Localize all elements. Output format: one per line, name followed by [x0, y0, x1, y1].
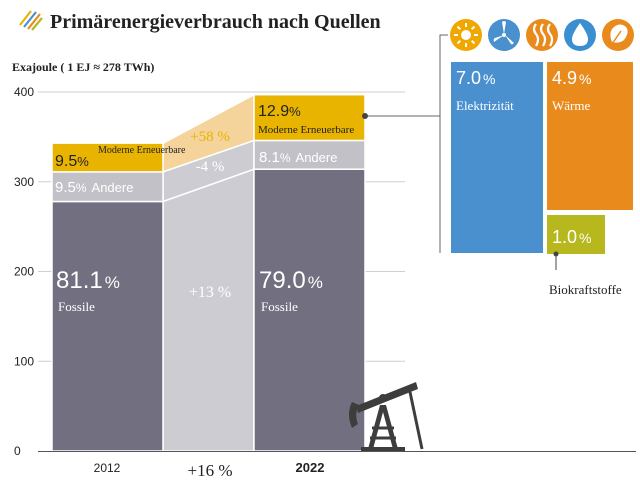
y-axis-ticks: 0 100 200 300 400: [14, 85, 34, 458]
label-2022-fossil-name: Fossile: [261, 299, 298, 314]
wind-icon: [488, 19, 520, 51]
water-drop-icon: [564, 19, 596, 51]
bar-2012-other: [51, 171, 164, 203]
tile-heat: [547, 62, 633, 210]
heat-icon: [526, 19, 558, 51]
change-labels: +58 % -4 % +13 % +16 %: [188, 129, 233, 480]
sun-icon: [450, 19, 482, 51]
breakdown-pointer-dot: [362, 113, 368, 119]
y-tick-label: 400: [14, 85, 34, 99]
label-2012-renewable-pct: 9.5%: [55, 153, 89, 170]
label-2022-other: 8.1% Andere: [259, 149, 337, 166]
tile-biofuel-name: Biokraftstoffe: [549, 282, 622, 297]
bar-2012-renewable: [51, 142, 164, 173]
y-tick-label: 200: [14, 265, 34, 279]
bar-2022-fossil: [253, 168, 366, 452]
labels-2022: 12.9% Moderne Erneuerbare 8.1% Andere 79.…: [258, 103, 354, 314]
y-tick-label: 0: [14, 444, 21, 458]
logo-stripes-icon: [19, 10, 43, 31]
change-total: +16 %: [188, 461, 233, 480]
y-axis-label: Exajoule ( 1 EJ ≈ 278 TWh): [12, 60, 154, 74]
label-2012-other: 9.5% Andere: [55, 179, 133, 196]
y-tick-label: 100: [14, 354, 34, 368]
x-tick-2022: 2022: [296, 460, 325, 475]
bars: [51, 93, 366, 452]
tile-heat-name: Wärme: [552, 98, 590, 113]
oil-pump-icon: [349, 382, 424, 451]
leaf-icon: [602, 19, 634, 51]
renewable-type-icons: [450, 19, 634, 51]
renewables-breakdown: 7.0% Elektrizität 4.9% Wärme 1.0% Biokra…: [362, 34, 633, 297]
bar-2022-other: [253, 139, 366, 170]
tile-electricity: [451, 62, 543, 253]
tile-heat-pct: 4.9%: [552, 68, 591, 88]
tile-electricity-pct: 7.0%: [456, 68, 495, 88]
label-2012-fossil-pct: 81.1%: [56, 267, 120, 294]
tile-electricity-name: Elektrizität: [456, 98, 514, 113]
tile-biofuel: [547, 215, 605, 254]
breakdown-bracket: [365, 34, 448, 117]
page-title: Primärenergieverbrauch nach Quellen: [50, 11, 381, 33]
change-fossil: +13 %: [189, 284, 231, 301]
change-connectors: [162, 93, 255, 452]
bar-2012-fossil: [51, 200, 164, 452]
x-tick-2012: 2012: [94, 461, 121, 475]
label-2022-renewable-name: Moderne Erneuerbare: [258, 124, 354, 136]
label-2012-renewable-name: Moderne Erneuerbare: [98, 145, 186, 156]
labels-2012: 9.5% Moderne Erneuerbare 9.5% Andere 81.1…: [55, 145, 186, 314]
change-renewable: +58 %: [190, 129, 230, 145]
change-other: -4 %: [196, 159, 225, 175]
label-2012-fossil-name: Fossile: [58, 299, 95, 314]
y-tick-label: 300: [14, 175, 34, 189]
tile-biofuel-pct: 1.0%: [552, 227, 591, 247]
label-2022-fossil-pct: 79.0%: [259, 267, 323, 294]
label-2022-renewable-pct: 12.9%: [258, 103, 301, 120]
connector-fossil: [162, 168, 255, 452]
